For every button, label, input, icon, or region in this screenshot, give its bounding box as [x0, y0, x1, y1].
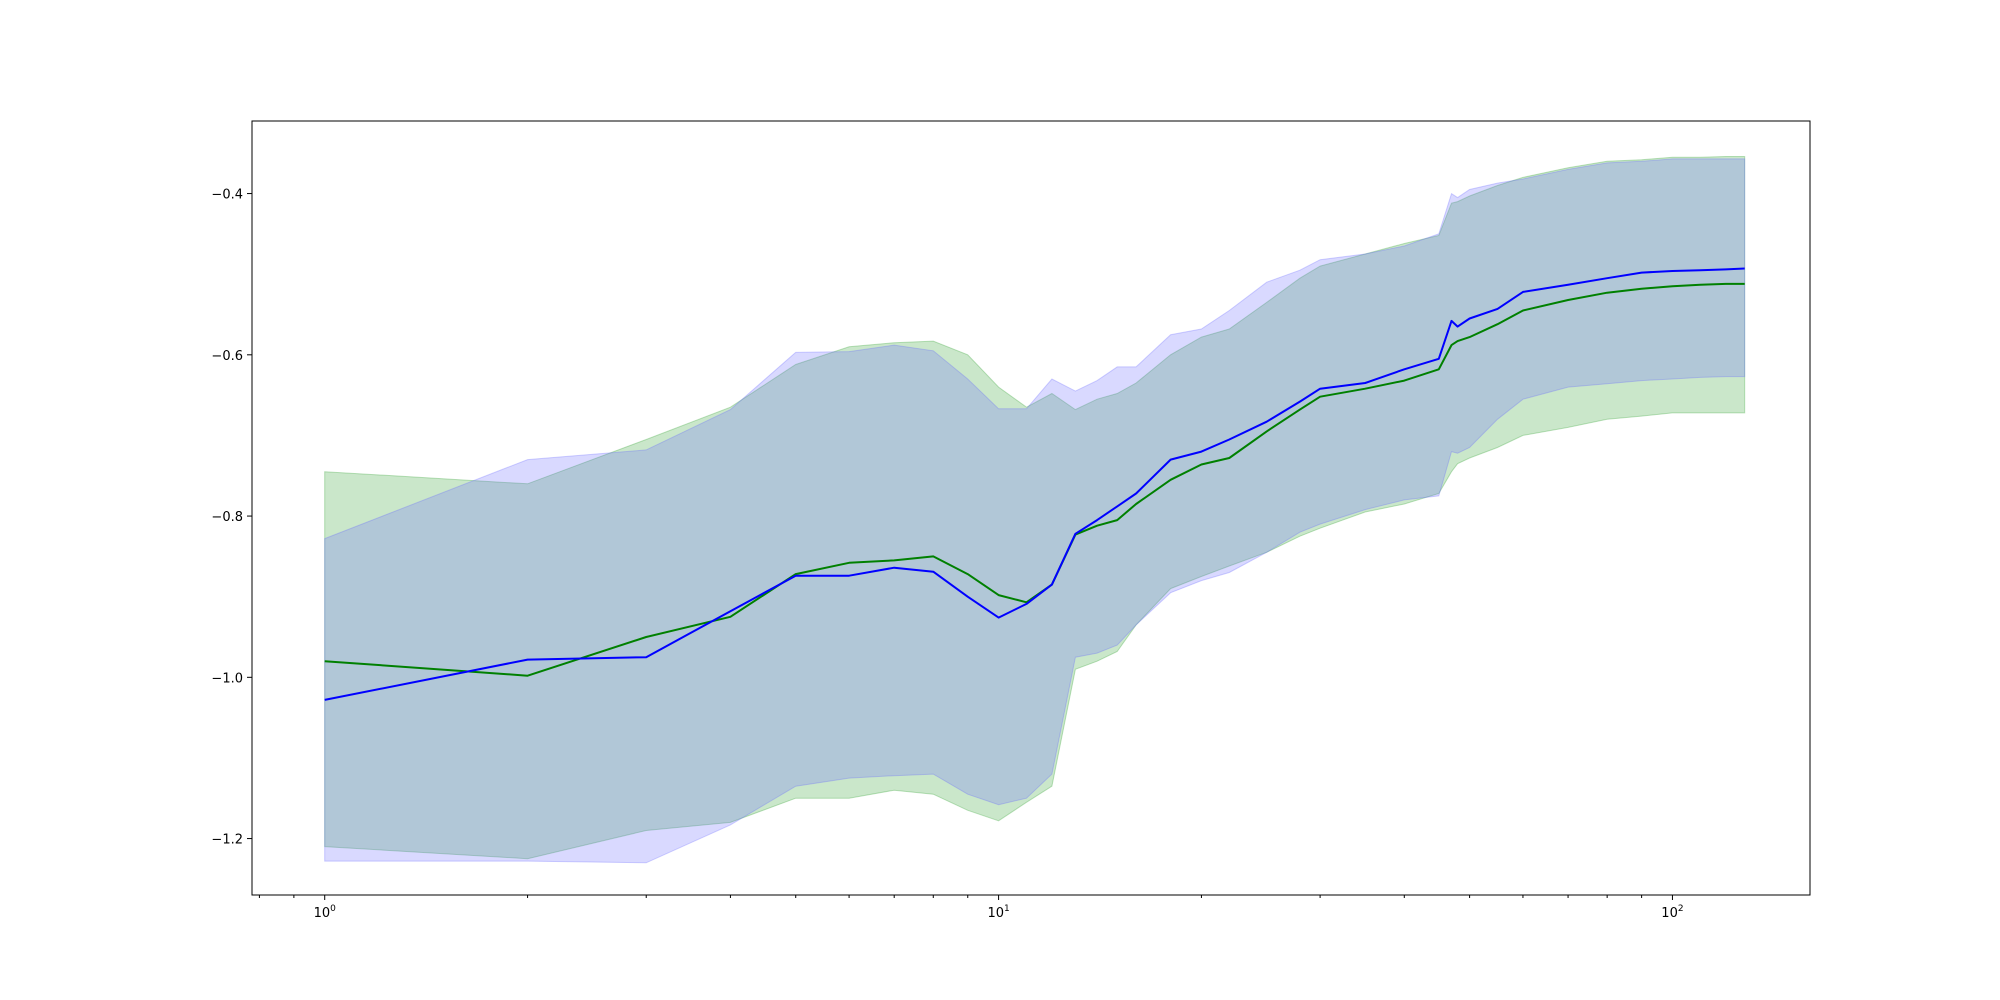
x-tick-label: 100: [314, 904, 337, 921]
series-1-band: [324, 158, 1746, 864]
series-1-line: [324, 267, 1745, 701]
y-tick-label: −1.0: [211, 671, 243, 686]
series-0-band: [324, 156, 1746, 860]
confidence-bands: [324, 156, 1746, 864]
y-tick-label: −1.2: [211, 833, 243, 848]
y-axis: −1.2 −1.0 −0.8 −0.6 −0.4: [211, 188, 252, 848]
series-lines: [324, 267, 1745, 701]
y-tick-label: −0.8: [211, 510, 243, 525]
x-tick-label: 102: [1661, 904, 1683, 921]
y-tick-label: −0.6: [211, 349, 243, 364]
plot-frame: [251, 120, 1811, 896]
y-tick-label: −0.4: [211, 188, 243, 203]
series-0-line: [324, 282, 1745, 677]
x-tick-label: 101: [987, 904, 1009, 921]
